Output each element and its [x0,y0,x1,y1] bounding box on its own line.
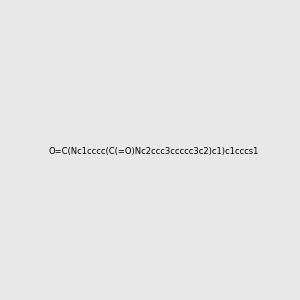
Text: O=C(Nc1cccc(C(=O)Nc2ccc3ccccc3c2)c1)c1cccs1: O=C(Nc1cccc(C(=O)Nc2ccc3ccccc3c2)c1)c1cc… [49,147,259,156]
